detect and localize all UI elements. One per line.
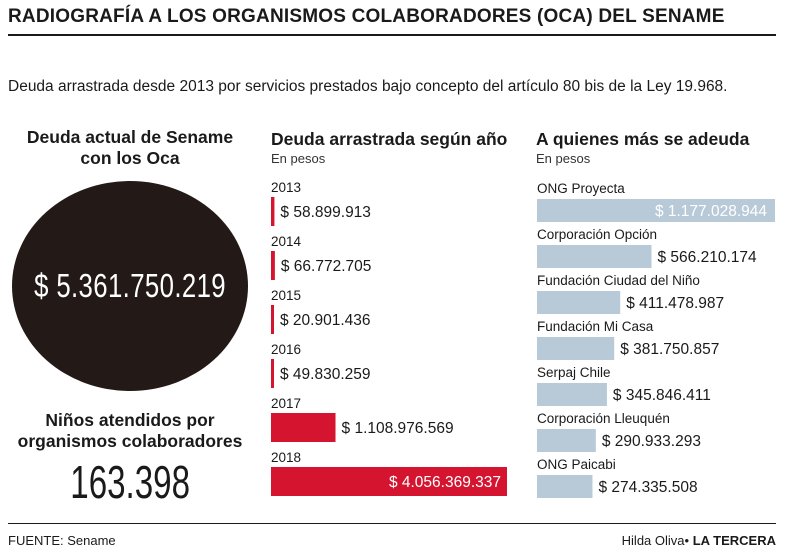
year-bar [271,251,275,280]
year-value-label: $ 49.830.259 [280,366,371,383]
year-value-label: $ 58.899.913 [280,204,371,221]
year-label: 2017 [271,396,301,411]
year-label: 2013 [271,180,301,195]
creditor-name: ONG Paicabi [537,457,616,472]
credit: Hilda Oliva• LA TERCERA [622,533,776,548]
year-bar [271,359,274,388]
creditor-name: ONG Proyecta [537,181,625,196]
year-value-label: $ 4.056.369.337 [389,474,501,491]
credit-separator: • [684,533,690,548]
creditor-value-label: $ 290.933.293 [602,433,701,450]
creditor-chart-title: A quienes más se adeuda [536,129,750,149]
year-bar [271,305,274,334]
year-label: 2018 [271,450,301,465]
debt-heading: Deuda actual de Sename con los Oca [26,127,234,168]
page-subtitle: Deuda arrastrada desde 2013 por servicio… [8,78,728,95]
creditor-bar [537,429,596,452]
creditor-name: Corporación Lleuquén [537,411,670,426]
creditor-bar [537,291,621,314]
children-value-container: 163.398 [10,456,250,508]
creditor-value-label: $ 381.750.857 [620,341,719,358]
credit-author: Hilda Oliva [621,533,685,548]
year-value-label: $ 1.108.976.569 [342,420,454,437]
year-label: 2014 [271,234,302,249]
year-label: 2016 [271,342,301,357]
year-value-label: $ 20.901.436 [280,312,371,329]
year-bar [271,413,336,442]
credit-outlet: LA TERCERA [692,533,776,548]
creditor-name: Corporación Opción [537,227,657,242]
creditor-bar [537,383,607,406]
creditor-bar [537,475,593,498]
footer-rule [8,523,776,524]
creditor-value-label: $ 411.478.987 [626,295,724,312]
creditor-value-label: $ 345.846.411 [613,387,711,404]
year-label: 2015 [271,288,301,303]
debt-circle: $ 5.361.750.219 [12,181,248,391]
children-heading: Niños atendidos por organismos colaborad… [17,410,243,451]
debt-value: $ 5.361.750.219 [34,267,226,304]
creditor-name: Fundación Mi Casa [537,319,654,334]
year-value-label: $ 66.772.705 [281,258,372,275]
creditor-bar [537,199,775,222]
creditor-bar [537,337,615,360]
children-value: 163.398 [70,456,190,508]
year-bar [271,197,275,226]
creditor-value-label: $ 1.177.028.944 [655,203,767,220]
year-chart-title: Deuda arrastrada según año [271,129,508,149]
title-rule [8,34,776,36]
creditor-value-label: $ 566.210.174 [657,249,757,266]
year-bar [271,467,507,496]
year-chart-unit: En pesos [271,151,326,166]
page-title: RADIOGRAFÍA A LOS ORGANISMOS COLABORADOR… [8,6,725,27]
creditor-bar [537,245,652,268]
creditor-name: Fundación Ciudad del Niño [537,273,700,288]
creditor-value-label: $ 274.335.508 [598,479,697,496]
creditor-name: Serpaj Chile [537,365,611,380]
creditor-chart-unit: En pesos [536,151,591,166]
source-note: FUENTE: Sename [8,533,116,548]
